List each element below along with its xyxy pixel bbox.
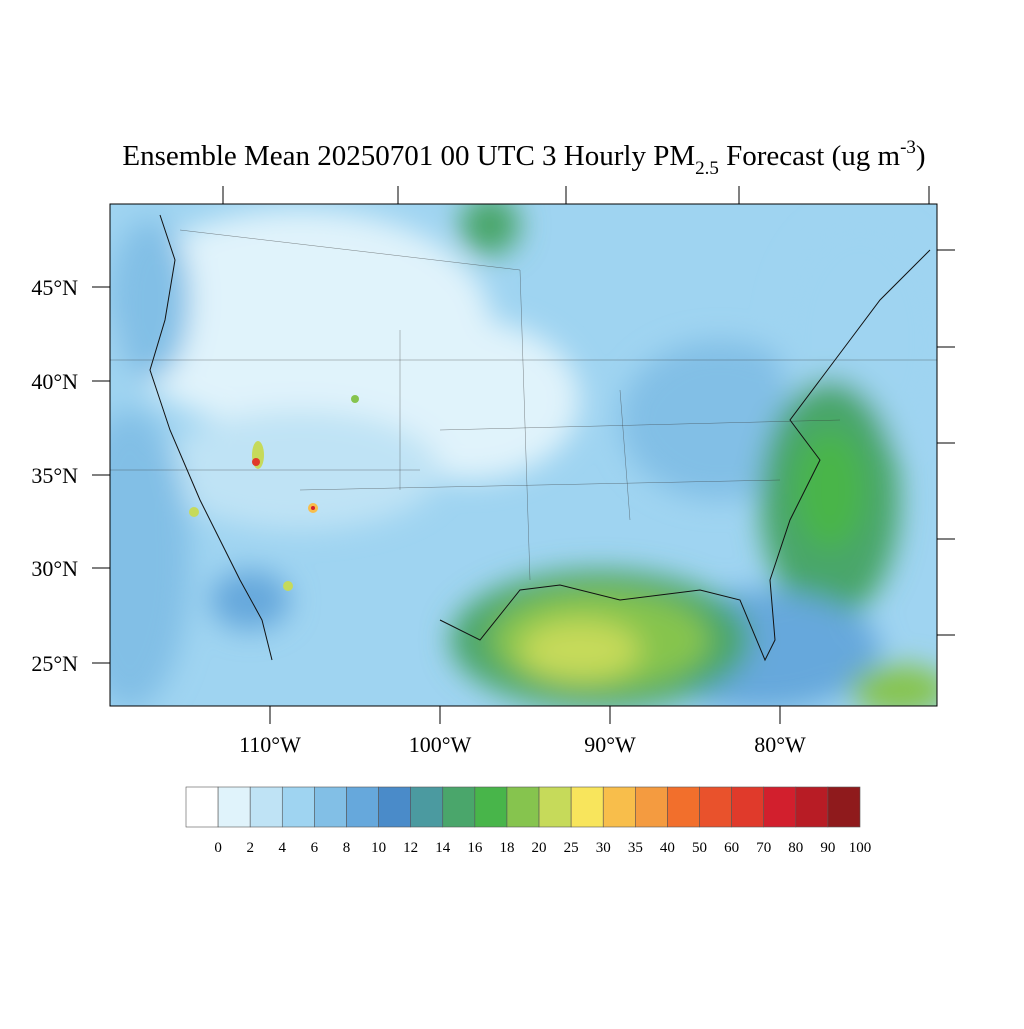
colorbar-label: 30 bbox=[596, 840, 611, 856]
colorbar-label: 14 bbox=[435, 840, 451, 856]
colorbar-label: 35 bbox=[628, 840, 643, 856]
lon-label: 100°W bbox=[409, 732, 472, 757]
title-main: Ensemble Mean 20250701 00 UTC 3 Hourly P… bbox=[122, 140, 695, 172]
lon-label: 90°W bbox=[584, 732, 636, 757]
colorbar-label: 16 bbox=[467, 840, 483, 856]
colorbar-label: 40 bbox=[660, 840, 675, 856]
colorbar-box bbox=[281, 786, 315, 828]
colorbar-label: 10 bbox=[371, 840, 386, 856]
colorbar-label: 4 bbox=[279, 840, 287, 856]
colorbar-label: 18 bbox=[499, 840, 514, 856]
colorbar-label: 2 bbox=[246, 840, 254, 856]
colorbar-label: 25 bbox=[564, 840, 579, 856]
colorbar-label: 0 bbox=[214, 840, 222, 856]
title-subscript: 2.5 bbox=[695, 158, 719, 179]
colorbar-box bbox=[731, 786, 765, 828]
lat-label: 30°N bbox=[31, 556, 78, 581]
colorbar-label: 80 bbox=[788, 840, 803, 856]
axis-labels: 45°N 40°N 35°N 30°N 25°N 110°W 100°W 90°W 80°W bbox=[31, 275, 806, 757]
colorbar-box bbox=[410, 786, 444, 828]
colorbar-label: 70 bbox=[756, 840, 771, 856]
colorbar-box bbox=[763, 786, 797, 828]
colorbar-box bbox=[217, 786, 251, 828]
map-ticks bbox=[92, 186, 955, 724]
colorbar-label: 6 bbox=[311, 840, 319, 856]
lat-label: 25°N bbox=[31, 651, 78, 676]
lat-label: 40°N bbox=[31, 369, 78, 394]
colorbar-box bbox=[346, 786, 379, 828]
colorbar-label: 8 bbox=[343, 840, 351, 856]
colorbar-box bbox=[506, 786, 540, 828]
colorbar-box bbox=[570, 786, 604, 828]
colorbar-box bbox=[538, 786, 572, 828]
colorbar-label: 50 bbox=[692, 840, 707, 856]
colorbar-label: 12 bbox=[403, 840, 418, 856]
colorbar-box bbox=[827, 786, 861, 828]
lat-label: 45°N bbox=[31, 275, 78, 300]
colorbar-box bbox=[602, 786, 636, 828]
colorbar-box bbox=[442, 786, 476, 828]
title-superscript: -3 bbox=[900, 137, 916, 158]
colorbar-box bbox=[667, 786, 700, 828]
colorbar-label: 20 bbox=[532, 840, 547, 856]
colorbar-label: 90 bbox=[820, 840, 835, 856]
colorbar-box bbox=[378, 786, 411, 828]
title-end: ) bbox=[916, 140, 926, 172]
title-after: Forecast (ug m bbox=[719, 140, 901, 172]
lon-label: 110°W bbox=[239, 732, 301, 757]
map-frame bbox=[109, 203, 938, 707]
colorbar-box bbox=[699, 786, 732, 828]
map-title: Ensemble Mean 20250701 00 UTC 3 Hourly P… bbox=[122, 137, 925, 179]
colorbar-box bbox=[795, 786, 829, 828]
map-field bbox=[110, 204, 937, 706]
colorbar-box bbox=[474, 786, 508, 828]
colorbar-label: 100 bbox=[849, 840, 872, 856]
colorbar-box bbox=[249, 786, 283, 828]
lon-label: 80°W bbox=[754, 732, 806, 757]
colorbar: 0 2 4 6 8 10 12 14 16 18 20 25 30 35 40 50 60 70 80 90 100 bbox=[185, 786, 872, 856]
colorbar-box bbox=[635, 786, 668, 828]
colorbar-box bbox=[185, 786, 219, 828]
colorbar-label: 60 bbox=[724, 840, 739, 856]
lat-label: 35°N bbox=[31, 463, 78, 488]
colorbar-box bbox=[314, 786, 347, 828]
